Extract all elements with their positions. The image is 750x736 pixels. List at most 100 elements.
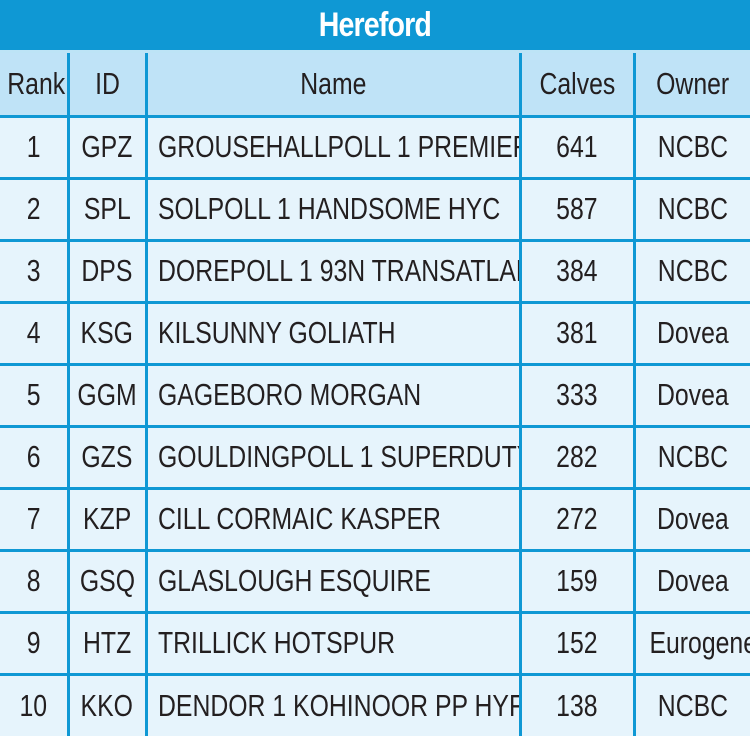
cell-calves: 138 [520,674,636,736]
cell-text-id: KSG [80,315,134,350]
cell-id: GZS [68,426,148,490]
cell-text-name: KILSUNNY GOLIATH [157,315,396,350]
cell-calves: 152 [520,612,636,676]
cell-calves: 641 [520,116,636,180]
cell-rank: 6 [0,426,70,490]
cell-text-name: GROUSEHALLPOLL 1 PREMIER (ET) [157,129,520,164]
table-row: 7 KZP CILL CORMAIC KASPER 272 Dovea [0,488,750,552]
cell-text-owner: Dovea [656,501,729,536]
cell-calves: 282 [520,426,636,490]
cell-text-name: GOULDINGPOLL 1 SUPERDUTY ET [157,439,520,474]
cell-name: CILL CORMAIC KASPER [146,488,522,552]
cell-owner: NCBC [634,240,750,304]
cell-text-calves: 138 [556,687,598,723]
cell-text-name: TRILLICK HOTSPUR [157,625,395,660]
cell-owner: NCBC [634,116,750,180]
cell-text-rank: 3 [26,253,41,288]
cell-calves: 272 [520,488,636,552]
cell-text-id: HTZ [82,625,132,660]
cell-text-owner: Dovea [656,377,729,412]
column-header-name: Name [146,53,522,118]
cell-id: KKO [68,674,148,736]
cell-owner: NCBC [634,426,750,490]
cell-name: TRILLICK HOTSPUR [146,612,522,676]
column-header-id: ID [68,53,148,118]
cell-text-id: GSQ [79,563,135,598]
table-row: 3 DPS DOREPOLL 1 93N TRANSATLANTIC 384 NCBC [0,240,750,304]
cell-text-id: GGM [77,377,137,412]
sires-table: Rank ID Name Calves Owner 1 GPZ GROUSEHALL… [0,53,750,736]
cell-id: KZP [68,488,148,552]
cell-text-rank: 8 [26,563,41,598]
cell-text-rank: 10 [19,687,48,723]
cell-text-name: GAGEBORO MORGAN [157,377,421,412]
cell-text-calves: 282 [556,439,598,474]
cell-text-rank: 5 [26,377,41,412]
cell-calves: 384 [520,240,636,304]
cell-text-owner: NCBC [657,129,728,164]
cell-id: SPL [68,178,148,242]
cell-text-rank: 6 [26,439,41,474]
cell-name: GOULDINGPOLL 1 SUPERDUTY ET [146,426,522,490]
cell-text-id: DPS [81,253,133,288]
cell-text-id: KKO [80,687,134,723]
cell-text-calves: 381 [556,315,598,350]
cell-id: GPZ [68,116,148,180]
cell-name: GLASLOUGH ESQUIRE [146,550,522,614]
cell-rank: 3 [0,240,70,304]
cell-owner: Dovea [634,302,750,366]
cell-text-name: DENDOR 1 KOHINOOR PP HYF [157,687,520,723]
cell-rank: 4 [0,302,70,366]
cell-text-rank: 1 [26,129,41,164]
cell-text-calves: 152 [556,625,598,660]
cell-text-owner: Eurogene [648,625,750,660]
cell-id: GSQ [68,550,148,614]
cell-id: HTZ [68,612,148,676]
cell-name: KILSUNNY GOLIATH [146,302,522,366]
cell-owner: Dovea [634,364,750,428]
table-row: 9 HTZ TRILLICK HOTSPUR 152 Eurogene [0,612,750,676]
cell-name: GAGEBORO MORGAN [146,364,522,428]
cell-text-name: DOREPOLL 1 93N TRANSATLANTIC [157,253,518,288]
cell-rank: 10 [0,674,70,736]
cell-text-owner: NCBC [657,191,728,226]
cell-rank: 7 [0,488,70,552]
cell-name: SOLPOLL 1 HANDSOME HYC [146,178,522,242]
cell-text-name: SOLPOLL 1 HANDSOME HYC [157,191,500,226]
cell-calves: 333 [520,364,636,428]
cell-id: KSG [68,302,148,366]
cell-rank: 2 [0,178,70,242]
cell-text-id: GPZ [81,129,133,164]
cell-name: DENDOR 1 KOHINOOR PP HYF [146,674,522,736]
cell-rank: 9 [0,612,70,676]
cell-text-rank: 9 [26,625,41,660]
cell-id: DPS [68,240,148,304]
cell-id: GGM [68,364,148,428]
cell-rank: 8 [0,550,70,614]
table-row: 10 KKO DENDOR 1 KOHINOOR PP HYF 138 NCBC [0,674,750,736]
cell-text-calves: 384 [556,253,598,288]
cell-text-calves: 641 [556,129,598,164]
cell-calves: 381 [520,302,636,366]
cell-text-id: SPL [83,191,131,226]
cell-rank: 5 [0,364,70,428]
cell-text-name: CILL CORMAIC KASPER [157,501,441,536]
cell-text-owner: NCBC [657,439,728,474]
header-row: Rank ID Name Calves Owner [0,53,750,118]
cell-name: DOREPOLL 1 93N TRANSATLANTIC [146,240,522,304]
cell-rank: 1 [0,116,70,180]
cell-owner: Dovea [634,488,750,552]
cell-text-name: GLASLOUGH ESQUIRE [157,563,431,598]
column-header-rank: Rank [0,53,70,118]
table-title: Hereford [0,0,750,53]
cell-calves: 159 [520,550,636,614]
table-row: 4 KSG KILSUNNY GOLIATH 381 Dovea [0,302,750,366]
cell-text-calves: 272 [556,501,598,536]
cell-name: GROUSEHALLPOLL 1 PREMIER (ET) [146,116,522,180]
cell-text-owner: Dovea [656,315,729,350]
table-row: 5 GGM GAGEBORO MORGAN 333 Dovea [0,364,750,428]
table-row: 8 GSQ GLASLOUGH ESQUIRE 159 Dovea [0,550,750,614]
cell-text-id: GZS [81,439,133,474]
cell-text-owner: Dovea [656,563,729,598]
table-row: 6 GZS GOULDINGPOLL 1 SUPERDUTY ET 282 NCBC [0,426,750,490]
